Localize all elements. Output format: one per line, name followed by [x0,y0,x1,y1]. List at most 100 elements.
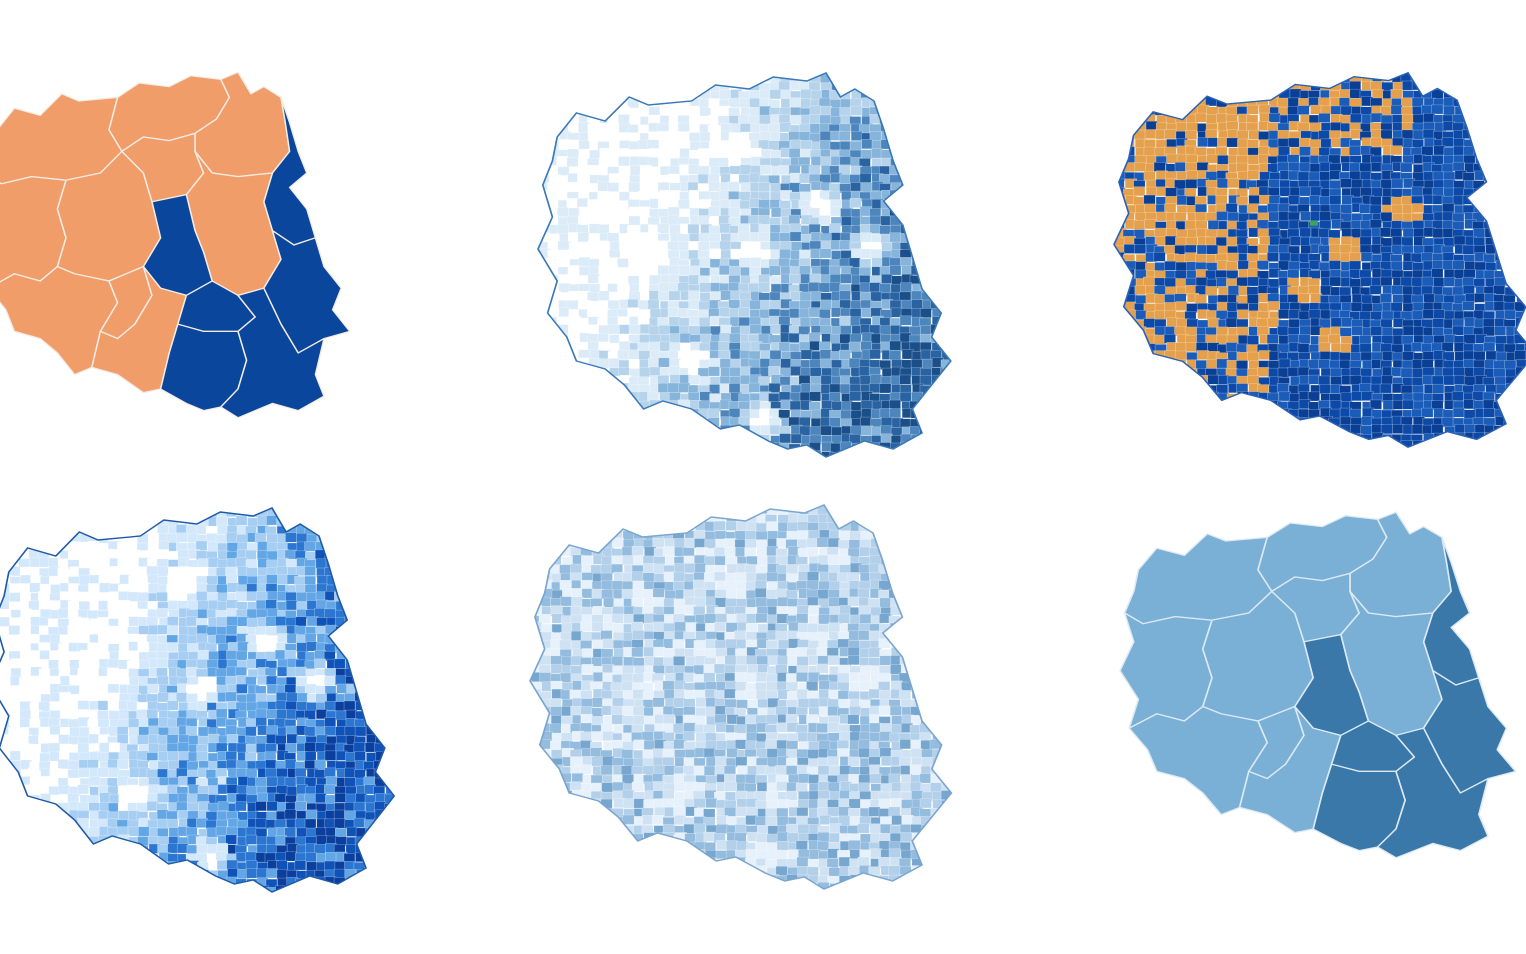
municipality-cell [1319,442,1332,448]
municipality-cell [1493,122,1506,133]
municipality-cell [859,173,872,183]
municipality-cell [127,524,140,535]
municipality-cell [860,149,873,160]
municipality-cell [1123,383,1136,394]
municipality-cell [649,308,662,319]
municipality-cell [1338,97,1351,108]
municipality-cell [849,232,862,243]
municipality-cell [1207,418,1220,428]
municipality-cell [891,133,904,143]
municipality-cell [1299,432,1312,442]
municipality-cell [1247,81,1261,92]
municipality-cell [639,425,652,436]
municipality-cell [395,516,406,525]
municipality-cell [880,73,892,84]
municipality-cell [1474,195,1487,206]
municipality-cell [939,332,951,343]
municipality-cell [931,191,944,202]
municipality-cell [1236,196,1249,207]
municipality-cell [393,591,395,602]
municipality-cell [929,139,942,150]
municipality-cell [395,600,406,609]
municipality-cell [932,426,945,437]
municipality-cell [1369,284,1382,295]
municipality-cell [48,542,60,553]
municipality-cell [1175,383,1188,393]
municipality-cell [215,634,227,645]
municipality-cell [1155,376,1168,386]
municipality-cell [1186,170,1199,181]
municipality-cell [819,130,832,141]
municipality-cell [709,131,722,142]
municipality-cell [737,73,750,84]
municipality-cell [910,359,923,369]
municipality-cell [1390,89,1403,99]
municipality-cell [678,408,691,419]
municipality-cell [809,73,822,75]
municipality-cell [647,357,660,368]
municipality-cell [1267,416,1280,427]
municipality-cell [1402,399,1415,410]
municipality-cell [940,376,951,386]
municipality-cell [1154,449,1166,458]
municipality-cell [118,508,130,519]
municipality-cell [1257,417,1270,428]
municipality-cell [1114,376,1125,386]
municipality-cell [1176,72,1189,74]
municipality-cell [1175,97,1189,108]
municipality-cell [1370,72,1383,75]
municipality-cell [1515,203,1526,214]
municipality-cell [1145,425,1159,436]
municipality-cell [688,290,701,301]
municipality-cell [538,158,549,169]
municipality-cell [107,683,120,694]
municipality-cell [0,558,2,569]
municipality-cell [1390,302,1403,313]
municipality-cell [167,508,180,518]
municipality-cell [838,73,851,74]
municipality-cell [1411,368,1424,378]
municipality-cell [850,73,863,76]
municipality-cell [77,676,90,687]
municipality-cell [1114,211,1127,222]
municipality-cell [1258,350,1271,360]
municipality-cell [0,515,13,526]
municipality-cell [1341,432,1354,443]
municipality-cell [1175,416,1188,426]
municipality-cell [10,508,22,518]
municipality-cell [709,73,722,75]
municipality-cell [850,182,863,193]
municipality-cell [546,375,559,386]
municipality-cell [942,459,953,468]
municipality-cell [669,333,682,344]
municipality-cell [649,74,662,85]
municipality-cell [137,508,149,518]
municipality-cell [629,417,642,428]
municipality-cell [1113,451,1125,460]
municipality-cell [365,608,378,619]
municipality-cell [1267,317,1280,328]
municipality-cell [1166,153,1179,164]
municipality-cell [196,591,208,602]
municipality-cell [1311,450,1323,459]
municipality-cell [596,198,609,209]
municipality-cell [374,633,386,644]
municipality-cell [820,358,833,369]
municipality-cell [900,451,913,457]
municipality-cell [197,600,209,611]
municipality-cell [39,542,52,553]
municipality-cell [627,307,640,318]
municipality-cell [1195,359,1208,370]
municipality-cell [1246,104,1259,115]
municipality-cell [860,450,873,457]
municipality-cell [880,81,893,92]
municipality-cell [1390,260,1403,271]
municipality-cell [383,525,395,536]
municipality-cell [1307,391,1320,402]
municipality-cell [1422,73,1435,84]
municipality-cell [1329,276,1342,287]
municipality-cell [1123,408,1136,418]
municipality-cell [719,240,732,251]
municipality-cell [929,158,942,169]
municipality-cell [627,424,640,435]
